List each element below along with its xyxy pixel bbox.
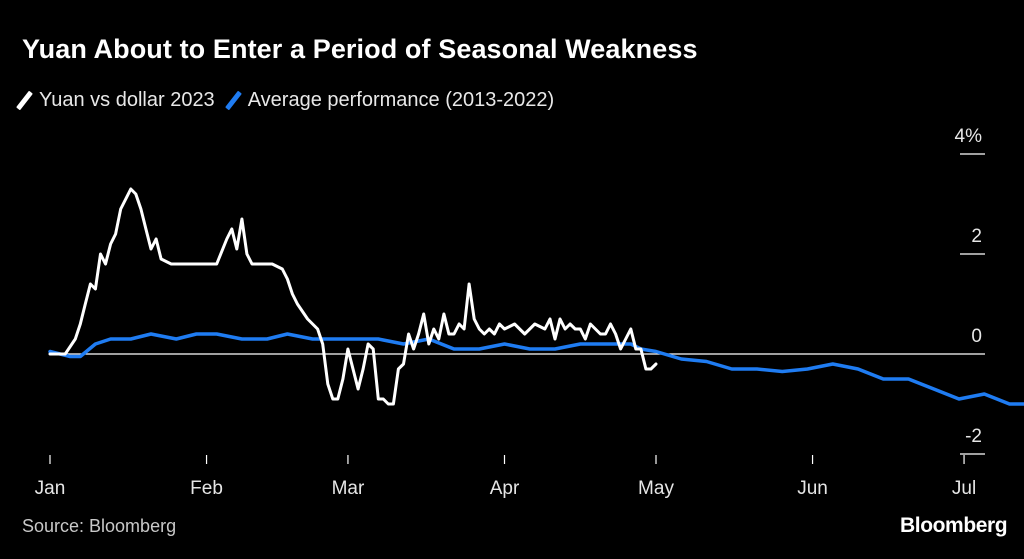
bloomberg-logo: Bloomberg — [900, 514, 1008, 537]
source-note: Source: Bloomberg — [22, 516, 177, 536]
x-tick-label: Apr — [490, 478, 520, 499]
series-group — [48, 187, 1024, 406]
legend-item-average: Average performance (2013-2022) — [224, 89, 555, 112]
x-tick-label: May — [638, 478, 674, 499]
y-tick-label: 2 — [971, 226, 982, 247]
y-tick-label: 4% — [955, 126, 983, 147]
legend: Yuan vs dollar 2023 Average performance … — [16, 89, 570, 112]
y-tick-label: 0 — [971, 326, 982, 347]
x-tick-label: Jul — [952, 478, 976, 499]
legend-item-yuan: Yuan vs dollar 2023 — [16, 89, 215, 112]
series-line-average-2013-2022 — [48, 332, 1024, 406]
x-tick-label: Jan — [35, 478, 66, 499]
x-tick-label: Jun — [797, 478, 828, 499]
legend-label-yuan: Yuan vs dollar 2023 — [39, 89, 215, 111]
chart-title: Yuan About to Enter a Period of Seasonal… — [22, 34, 698, 64]
x-tick-label: Mar — [332, 478, 365, 499]
x-axis: JanFebMarAprMayJunJulAugSepOctNovDec — [35, 455, 976, 499]
legend-label-average: Average performance (2013-2022) — [247, 89, 555, 111]
y-tick-label: -2 — [965, 426, 982, 447]
series-line-yuan-2023 — [48, 187, 658, 406]
y-axis: 4% 2 0 -2 — [955, 126, 985, 455]
x-tick-label: Feb — [190, 478, 223, 499]
